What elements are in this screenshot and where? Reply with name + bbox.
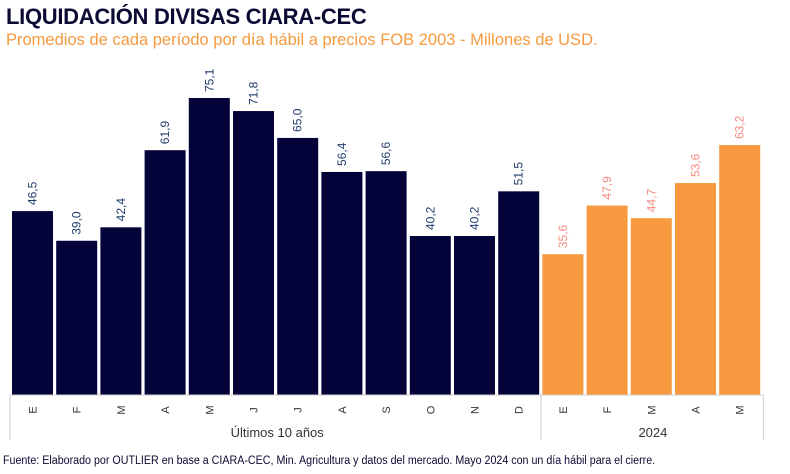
source-note: Fuente: Elaborado por OUTLIER en base a … — [3, 455, 656, 467]
data-label: 40,2 — [468, 206, 482, 230]
data-label: 61,9 — [158, 121, 172, 145]
data-label: 56,4 — [335, 142, 349, 166]
x-tick-label: F — [72, 406, 84, 413]
x-tick-label: A — [337, 406, 349, 414]
x-tick-label: J — [249, 407, 261, 413]
x-tick-label: A — [160, 406, 172, 414]
data-label: 53,6 — [689, 153, 703, 177]
x-tick-label: M — [116, 405, 128, 414]
data-label: 56,6 — [379, 141, 393, 165]
data-label: 75,1 — [202, 68, 216, 92]
x-tick-label: A — [691, 406, 703, 414]
chart-title: LIQUIDACIÓN DIVISAS CIARA-CEC — [6, 4, 367, 29]
bar — [630, 218, 672, 395]
group-label: Últimos 10 años — [231, 425, 325, 440]
x-tick-label: M — [735, 405, 747, 414]
x-tick-label: N — [470, 406, 482, 414]
bar — [454, 236, 495, 395]
bar — [233, 111, 274, 395]
data-label: 42,4 — [114, 198, 128, 222]
bar — [542, 254, 584, 395]
x-tick-label: O — [425, 405, 437, 414]
bar — [719, 145, 761, 395]
bar — [365, 171, 407, 395]
bar — [100, 227, 142, 395]
bar — [675, 183, 716, 395]
bar — [144, 150, 186, 395]
data-label: 63,2 — [733, 115, 747, 139]
x-tick-label: E — [28, 406, 40, 413]
x-tick-label: F — [602, 406, 614, 413]
data-label: 65,0 — [291, 108, 305, 132]
bar — [321, 171, 363, 395]
bar — [277, 137, 319, 395]
data-label: 44,7 — [644, 189, 658, 213]
bar — [586, 205, 628, 395]
x-tick-label: E — [558, 406, 570, 413]
x-tick-label: M — [204, 405, 216, 414]
bar — [12, 211, 53, 395]
data-label: 51,5 — [512, 162, 526, 186]
x-tick-label: D — [514, 406, 526, 414]
chart-subtitle: Promedios de cada período por día hábil … — [6, 31, 598, 49]
data-label: 40,2 — [423, 206, 437, 230]
data-label: 71,8 — [247, 81, 261, 105]
group-label: 2024 — [638, 425, 667, 440]
data-label: 35,6 — [556, 225, 570, 249]
data-label: 46,5 — [26, 181, 40, 205]
x-tick-label: S — [381, 406, 393, 413]
x-tick-label: M — [646, 405, 658, 414]
bar — [56, 240, 98, 395]
bar — [188, 98, 230, 395]
bar — [409, 236, 451, 395]
data-label: 39,0 — [70, 211, 84, 235]
data-label: 47,9 — [600, 176, 614, 200]
bar — [498, 191, 540, 395]
x-tick-label: J — [293, 407, 305, 413]
